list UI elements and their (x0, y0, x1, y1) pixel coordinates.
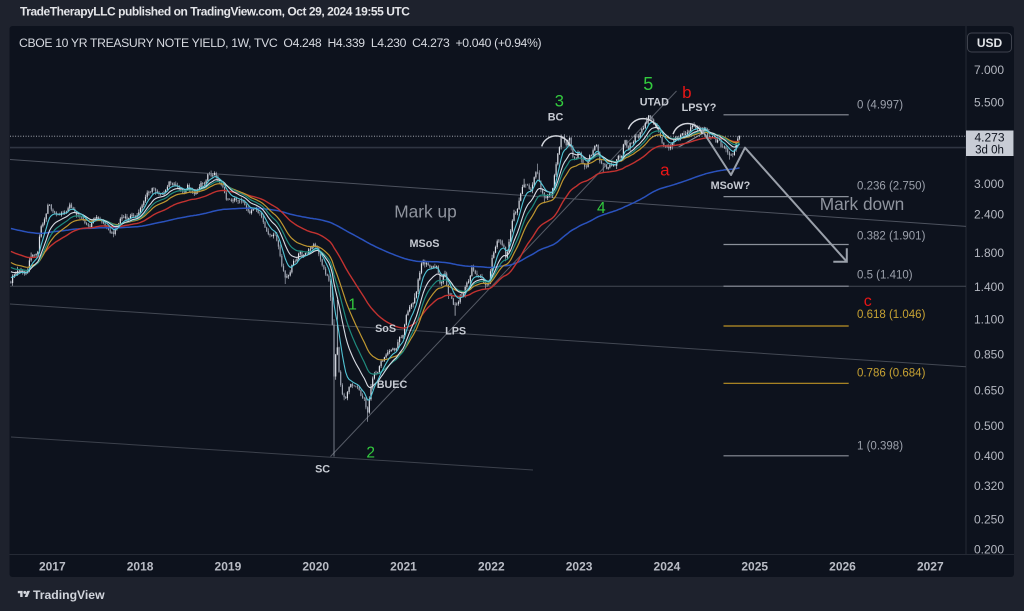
svg-text:c: c (864, 293, 872, 310)
svg-text:3.000: 3.000 (974, 177, 1004, 191)
svg-text:2026: 2026 (829, 560, 856, 574)
svg-text:MSoS: MSoS (410, 238, 440, 250)
svg-text:5: 5 (643, 74, 653, 94)
svg-text:0.618 (1.046): 0.618 (1.046) (857, 309, 926, 321)
svg-text:1: 1 (348, 296, 357, 313)
svg-text:TradeTherapyLLC published on T: TradeTherapyLLC published on TradingView… (20, 5, 410, 19)
svg-text:2022: 2022 (478, 560, 505, 574)
svg-text:2.400: 2.400 (974, 207, 1004, 221)
svg-text:0.382 (1.901): 0.382 (1.901) (857, 231, 926, 243)
svg-text:b: b (682, 83, 691, 102)
svg-text:CBOE 10 YR TREASURY NOTE YIELD: CBOE 10 YR TREASURY NOTE YIELD, 1W, TVC … (19, 36, 541, 50)
svg-text:3d 0h: 3d 0h (975, 145, 1004, 157)
svg-text:2018: 2018 (127, 560, 154, 574)
svg-text:a: a (660, 161, 670, 180)
svg-text:0.5 (1.410): 0.5 (1.410) (857, 270, 913, 282)
svg-text:1.400: 1.400 (974, 280, 1004, 294)
svg-text:0.320: 0.320 (974, 479, 1004, 493)
svg-text:MSoW?: MSoW? (711, 180, 751, 192)
svg-text:SC: SC (315, 463, 330, 475)
svg-text:0.786 (0.684): 0.786 (0.684) (857, 368, 926, 380)
svg-text:0.850: 0.850 (974, 347, 1004, 361)
svg-text:Mark up: Mark up (394, 202, 456, 222)
svg-text:0.200: 0.200 (974, 543, 1004, 557)
svg-text:5.500: 5.500 (974, 95, 1004, 109)
svg-text:7.000: 7.000 (974, 63, 1004, 77)
svg-text:4: 4 (597, 200, 606, 217)
svg-text:3: 3 (555, 93, 564, 111)
svg-text:LPSY?: LPSY? (682, 102, 717, 114)
svg-text:0.236 (2.750): 0.236 (2.750) (857, 181, 926, 193)
svg-text:4.273: 4.273 (974, 131, 1004, 145)
svg-text:2024: 2024 (654, 560, 681, 574)
svg-text:1 (0.398): 1 (0.398) (857, 441, 903, 453)
svg-text:0.500: 0.500 (974, 419, 1004, 433)
svg-text:2017: 2017 (39, 560, 66, 574)
svg-text:BUEC: BUEC (377, 379, 408, 391)
svg-text:LPS: LPS (445, 326, 466, 338)
svg-text:0 (4.997): 0 (4.997) (857, 100, 903, 112)
svg-text:0.400: 0.400 (974, 449, 1004, 463)
svg-text:2020: 2020 (302, 560, 329, 574)
svg-text:SoS: SoS (375, 323, 396, 335)
svg-text:2027: 2027 (917, 560, 944, 574)
svg-text:2025: 2025 (741, 560, 768, 574)
svg-text:Mark down: Mark down (820, 194, 905, 214)
svg-text:2023: 2023 (566, 560, 593, 574)
svg-text:UTAD: UTAD (640, 96, 669, 108)
svg-text:0.250: 0.250 (974, 512, 1004, 526)
svg-text:TradingView: TradingView (33, 588, 105, 602)
svg-text:1.100: 1.100 (974, 313, 1004, 327)
svg-text:2: 2 (366, 445, 375, 462)
svg-text:1.800: 1.800 (974, 246, 1004, 260)
svg-text:2021: 2021 (390, 560, 417, 574)
svg-text:BC: BC (548, 112, 564, 124)
svg-text:2019: 2019 (215, 560, 242, 574)
svg-text:0.650: 0.650 (974, 384, 1004, 398)
svg-text:USD: USD (977, 36, 1003, 50)
